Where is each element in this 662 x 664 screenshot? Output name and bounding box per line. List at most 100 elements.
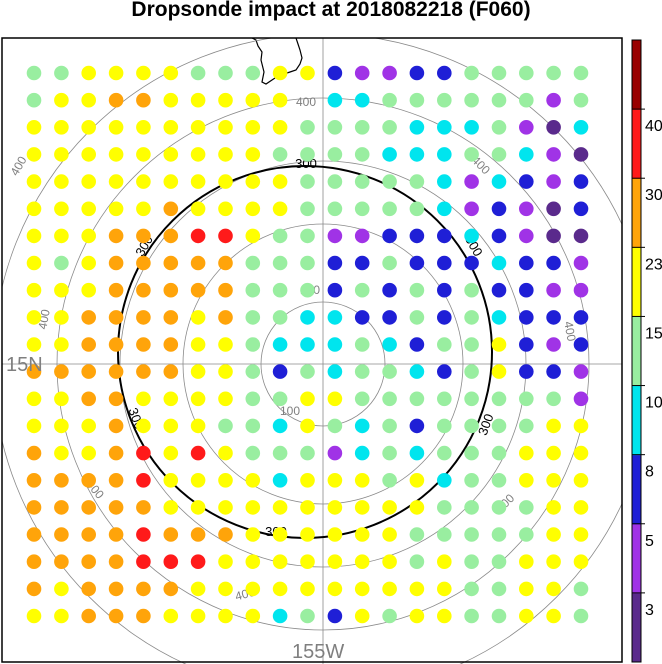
dropsonde-dot xyxy=(26,418,42,434)
dropsonde-dot xyxy=(218,120,233,135)
dropsonde-dot xyxy=(491,527,507,542)
dropsonde-dot xyxy=(464,608,479,624)
dropsonde-dot xyxy=(245,581,261,597)
dropsonde-dot xyxy=(464,337,479,352)
ring-label: 400 xyxy=(561,320,578,342)
dropsonde-dot xyxy=(546,120,561,135)
dropsonde-dot xyxy=(272,581,288,597)
dropsonde-dot xyxy=(81,282,96,298)
dropsonde-dot xyxy=(81,228,96,244)
dropsonde-dot xyxy=(409,554,425,569)
dropsonde-dot xyxy=(573,364,589,379)
dropsonde-dot xyxy=(81,201,96,217)
dropsonde-dot xyxy=(327,500,343,515)
dropsonde-dot xyxy=(327,174,343,189)
dropsonde-dot xyxy=(382,581,397,597)
dropsonde-dot xyxy=(54,337,69,352)
dropsonde-dot xyxy=(464,473,479,488)
dropsonde-dot xyxy=(163,527,179,542)
dropsonde-dot xyxy=(573,500,589,515)
dropsonde-dot xyxy=(354,608,370,624)
plot-frame xyxy=(1,37,623,663)
dropsonde-dot xyxy=(300,418,315,434)
dropsonde-dot xyxy=(190,65,206,81)
dropsonde-dot xyxy=(437,500,452,515)
dropsonde-dot xyxy=(300,228,315,244)
dropsonde-dot xyxy=(54,527,69,542)
dropsonde-dot xyxy=(327,201,343,217)
dropsonde-dot xyxy=(573,201,589,217)
dropsonde-dot xyxy=(54,500,69,515)
dropsonde-dot xyxy=(136,120,151,135)
dropsonde-dot xyxy=(81,310,96,325)
dropsonde-dot xyxy=(409,337,425,352)
dropsonde-dot xyxy=(437,174,452,189)
dropsonde-dot xyxy=(26,255,42,271)
dropsonde-dot xyxy=(519,445,534,461)
dropsonde-dot xyxy=(218,581,233,597)
dropsonde-dot xyxy=(163,92,179,108)
colorbar-tick-label: 40 xyxy=(645,118,662,135)
dropsonde-dot xyxy=(573,65,589,81)
dropsonde-dot xyxy=(409,418,425,434)
dropsonde-dot xyxy=(573,445,589,461)
dropsonde-dot xyxy=(382,310,397,325)
dropsonde-dot xyxy=(437,364,452,379)
dropsonde-dot xyxy=(464,581,479,597)
dropsonde-dot xyxy=(382,282,397,298)
dropsonde-dot xyxy=(163,255,179,271)
dropsonde-dot xyxy=(272,608,288,624)
dropsonde-dot xyxy=(26,473,42,488)
dropsonde-dot xyxy=(491,364,507,379)
dropsonde-dot xyxy=(354,445,370,461)
colorbar-segment xyxy=(632,592,641,663)
dropsonde-dot xyxy=(272,527,288,542)
dropsonde-dot xyxy=(81,608,96,624)
dropsonde-dot xyxy=(218,391,233,407)
dropsonde-dot xyxy=(382,174,397,189)
dropsonde-dot xyxy=(519,228,534,244)
dropsonde-dot xyxy=(382,445,397,461)
dropsonde-dot xyxy=(54,581,69,597)
colorbar-segment xyxy=(632,40,641,110)
dropsonde-dot xyxy=(382,65,397,81)
dropsonde-dot xyxy=(108,92,124,108)
dropsonde-dot xyxy=(190,255,206,271)
colorbar-segment xyxy=(632,178,641,248)
dropsonde-dot xyxy=(300,120,315,135)
dropsonde-dot xyxy=(218,445,233,461)
dropsonde-dot xyxy=(218,92,233,108)
dropsonde-dot xyxy=(546,364,561,379)
dropsonde-dot xyxy=(245,445,261,461)
dropsonde-dot xyxy=(300,554,315,569)
dropsonde-dot xyxy=(26,445,42,461)
dropsonde-dot xyxy=(272,473,288,488)
dropsonde-dot xyxy=(81,174,96,189)
dropsonde-dot xyxy=(546,581,561,597)
dropsonde-dot xyxy=(136,473,151,488)
dropsonde-dot xyxy=(437,445,452,461)
dropsonde-dot xyxy=(546,310,561,325)
dropsonde-dot xyxy=(190,147,206,162)
dropsonde-dot xyxy=(108,147,124,162)
dropsonde-dot xyxy=(354,500,370,515)
dropsonde-dot xyxy=(163,120,179,135)
dropsonde-dot xyxy=(382,418,397,434)
dropsonde-dot xyxy=(382,473,397,488)
dropsonde-dot xyxy=(491,92,507,108)
dropsonde-dot xyxy=(491,581,507,597)
dropsonde-dot xyxy=(409,174,425,189)
dropsonde-dot xyxy=(519,147,534,162)
dropsonde-dot xyxy=(190,364,206,379)
dropsonde-dot xyxy=(300,608,315,624)
dropsonde-dot xyxy=(546,147,561,162)
colorbar-segment xyxy=(632,523,641,594)
dropsonde-dot xyxy=(409,201,425,217)
dropsonde-dot xyxy=(190,608,206,624)
dropsonde-dot xyxy=(190,473,206,488)
dropsonde-dot xyxy=(81,92,96,108)
dropsonde-dot xyxy=(26,310,42,325)
dropsonde-dot xyxy=(136,581,151,597)
dropsonde-dot xyxy=(409,445,425,461)
dropsonde-dot xyxy=(108,174,124,189)
